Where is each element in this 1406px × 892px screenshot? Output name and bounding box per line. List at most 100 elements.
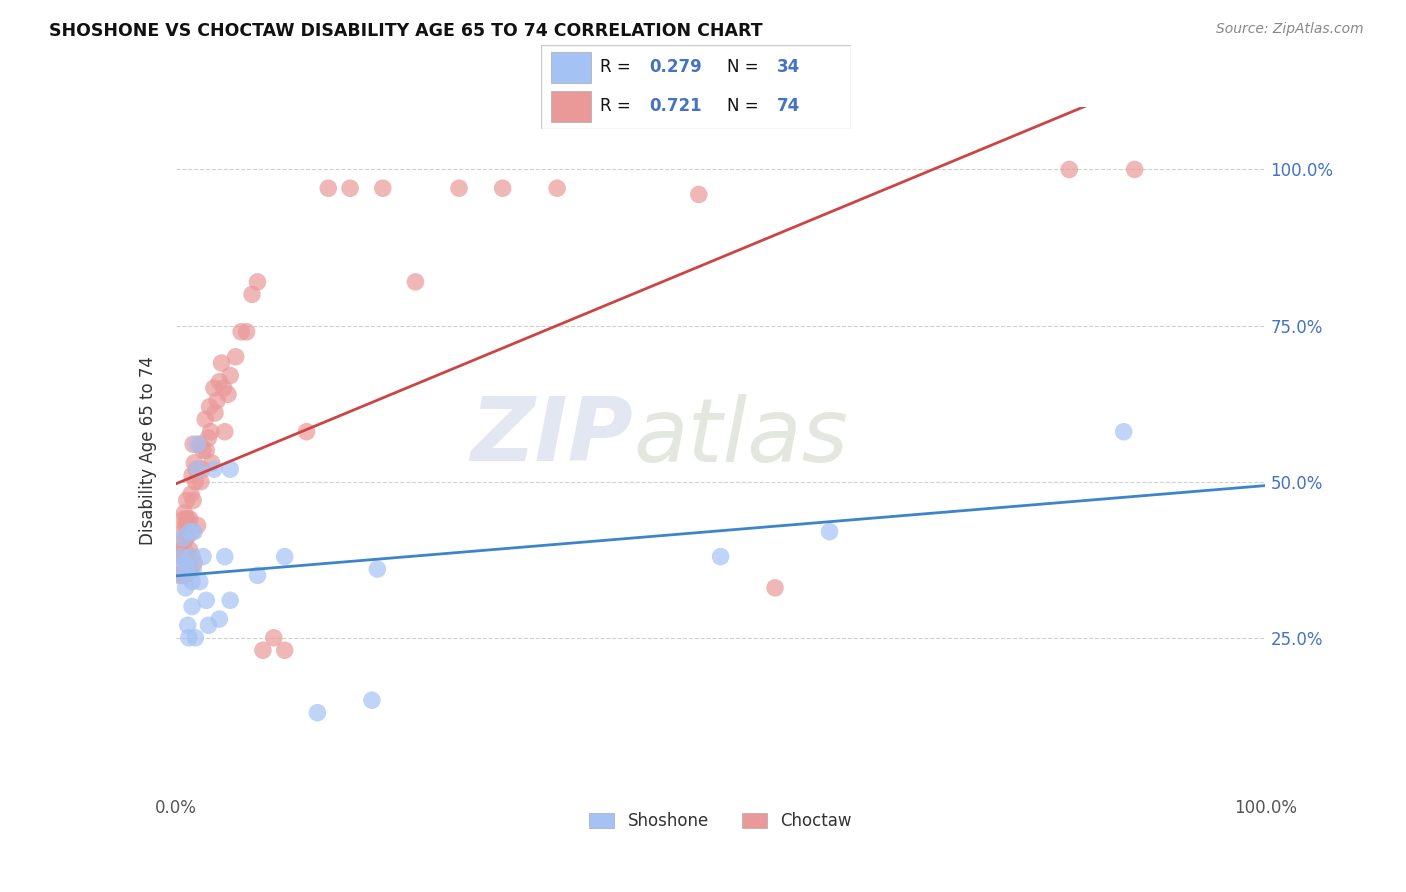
Point <box>179 524 201 539</box>
Point <box>246 275 269 289</box>
Point <box>180 562 202 576</box>
Point <box>186 462 209 476</box>
Point <box>307 706 329 720</box>
Point <box>1123 162 1146 177</box>
Point <box>174 581 197 595</box>
Point <box>191 443 214 458</box>
Point <box>318 181 340 195</box>
Point <box>197 431 219 445</box>
Point <box>231 325 253 339</box>
Point <box>167 568 190 582</box>
Point <box>447 181 470 195</box>
Text: 74: 74 <box>776 97 800 115</box>
Point <box>202 462 225 476</box>
Text: N =: N = <box>727 97 763 115</box>
Point <box>295 425 318 439</box>
Point <box>371 181 394 195</box>
Point <box>169 543 191 558</box>
Point <box>1059 162 1081 177</box>
Point <box>177 549 200 564</box>
Y-axis label: Disability Age 65 to 74: Disability Age 65 to 74 <box>139 356 157 545</box>
Point <box>170 537 193 551</box>
Point <box>177 562 200 576</box>
Point <box>263 631 285 645</box>
Point <box>177 618 200 632</box>
Point <box>184 475 207 489</box>
Text: SHOSHONE VS CHOCTAW DISABILITY AGE 65 TO 74 CORRELATION CHART: SHOSHONE VS CHOCTAW DISABILITY AGE 65 TO… <box>49 22 763 40</box>
Point <box>172 568 194 582</box>
Point <box>190 475 212 489</box>
Point <box>200 425 222 439</box>
Point <box>274 643 297 657</box>
Point <box>201 456 224 470</box>
Point <box>184 631 207 645</box>
Point <box>546 181 568 195</box>
Point <box>177 512 200 526</box>
Point <box>211 356 233 370</box>
Text: 34: 34 <box>776 59 800 77</box>
Point <box>181 562 204 576</box>
Point <box>688 187 710 202</box>
Point <box>181 549 204 564</box>
Point <box>181 599 204 614</box>
Point <box>176 493 198 508</box>
Point <box>172 512 194 526</box>
Point <box>173 506 195 520</box>
Point <box>176 531 198 545</box>
Point <box>252 643 274 657</box>
Text: ZIP: ZIP <box>471 393 633 480</box>
Point <box>180 487 202 501</box>
Point <box>217 387 239 401</box>
Point <box>179 543 201 558</box>
Point <box>195 443 218 458</box>
Point <box>492 181 515 195</box>
Text: 0.721: 0.721 <box>650 97 702 115</box>
Point <box>186 518 209 533</box>
Text: R =: R = <box>600 97 636 115</box>
Point <box>172 531 194 545</box>
Point <box>219 368 242 383</box>
Point <box>183 556 205 570</box>
Point <box>710 549 733 564</box>
Point <box>818 524 841 539</box>
Point <box>181 468 204 483</box>
Point <box>214 425 236 439</box>
Point <box>214 549 236 564</box>
Point <box>179 512 201 526</box>
Point <box>176 512 198 526</box>
Point <box>170 568 193 582</box>
Point <box>204 406 226 420</box>
Text: R =: R = <box>600 59 636 77</box>
FancyBboxPatch shape <box>551 53 591 83</box>
Point <box>763 581 786 595</box>
Point <box>181 493 204 508</box>
Point <box>202 381 225 395</box>
Point <box>194 412 217 426</box>
Point <box>177 518 200 533</box>
Point <box>240 287 263 301</box>
Point <box>188 574 211 589</box>
Text: atlas: atlas <box>633 393 848 480</box>
Point <box>339 181 361 195</box>
Point <box>181 524 204 539</box>
Point <box>183 456 205 470</box>
Point <box>176 562 198 576</box>
Point <box>212 381 235 395</box>
Point <box>173 543 195 558</box>
Point <box>1112 425 1135 439</box>
Point <box>176 556 198 570</box>
Point <box>219 462 242 476</box>
Text: 0.279: 0.279 <box>650 59 703 77</box>
Point <box>235 325 257 339</box>
Point <box>174 568 197 582</box>
Point <box>172 524 194 539</box>
Text: N =: N = <box>727 59 763 77</box>
Legend: Shoshone, Choctaw: Shoshone, Choctaw <box>582 805 859 837</box>
FancyBboxPatch shape <box>551 91 591 121</box>
Point <box>181 437 204 451</box>
Point <box>205 393 228 408</box>
Point <box>191 549 214 564</box>
Point <box>181 574 204 589</box>
Point <box>274 549 297 564</box>
Point <box>174 518 197 533</box>
